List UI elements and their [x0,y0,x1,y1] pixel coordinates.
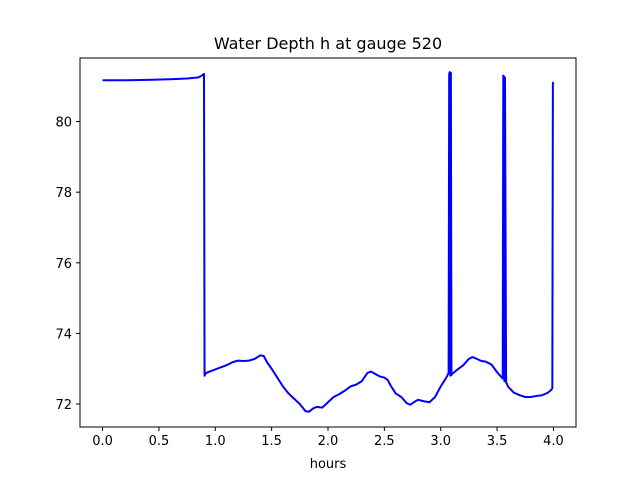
y-tick-label: 76 [55,257,72,272]
y-tick-label: 74 [55,327,72,342]
x-tick-label: 3.5 [487,434,508,449]
y-tick-label: 72 [55,398,72,413]
x-tick-label: 2.5 [374,434,395,449]
x-tick-label: 1.5 [261,434,282,449]
plot-area [102,71,555,413]
x-tick-label: 0.0 [92,434,113,449]
x-tick-label: 1.0 [205,434,226,449]
y-tick-label: 80 [55,116,72,131]
x-tick-label: 2.0 [318,434,339,449]
x-tick-label: 4.0 [543,434,564,449]
series-line-0 [102,71,555,413]
x-axis-label: hours [310,457,347,472]
axes-frame [79,57,577,428]
y-tick-label: 78 [55,186,72,201]
x-tick-label: 0.5 [149,434,170,449]
y-axis-ticks: 72 74 76 78 80 [55,116,80,413]
x-tick-label: 3.0 [430,434,451,449]
chart-title: Water Depth h at gauge 520 [214,34,442,53]
x-axis-ticks: 0.0 0.5 1.0 1.5 2.0 2.5 3.0 3.5 4.0 [92,427,564,449]
